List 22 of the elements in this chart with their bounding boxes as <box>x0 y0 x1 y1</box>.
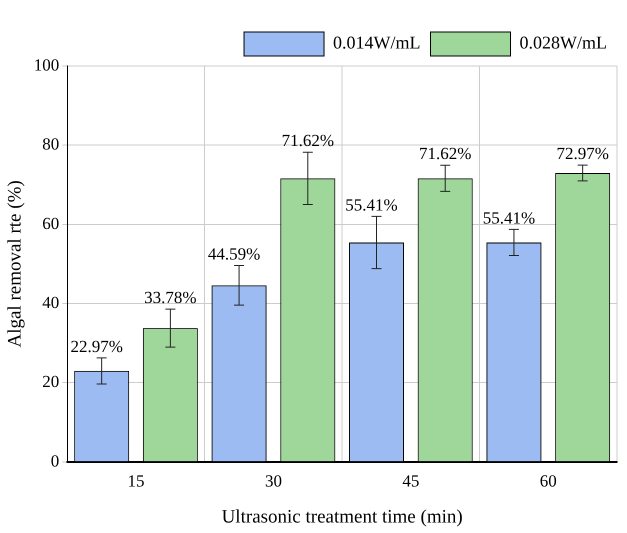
y-tick-label: 80 <box>42 134 60 154</box>
x-tick-label: 45 <box>402 471 420 490</box>
data-label: 71.62% <box>282 131 334 150</box>
x-tick-label: 30 <box>264 471 282 490</box>
y-axis-title: Algal removal rte (%) <box>4 180 26 348</box>
legend-label: 0.028W/mL <box>520 32 608 53</box>
data-label: 22.97% <box>70 336 123 356</box>
y-tick-label: 60 <box>42 214 60 233</box>
data-label: 33.78% <box>144 288 197 308</box>
legend-label: 0.014W/mL <box>333 32 421 53</box>
data-label: 71.62% <box>419 144 472 164</box>
x-axis-title: Ultrasonic treatment time (min) <box>222 506 463 528</box>
data-label: 72.97% <box>556 144 609 164</box>
data-label: 55.41% <box>345 195 398 214</box>
x-tick-label: 15 <box>128 471 145 490</box>
data-label: 44.59% <box>208 244 260 264</box>
y-tick-label: 20 <box>42 372 60 392</box>
data-label: 55.41% <box>482 208 536 228</box>
x-tick-label: 60 <box>540 471 557 490</box>
y-tick-label: 0 <box>50 451 60 470</box>
y-tick-label: 100 <box>34 55 60 74</box>
y-tick-label: 40 <box>42 292 60 312</box>
